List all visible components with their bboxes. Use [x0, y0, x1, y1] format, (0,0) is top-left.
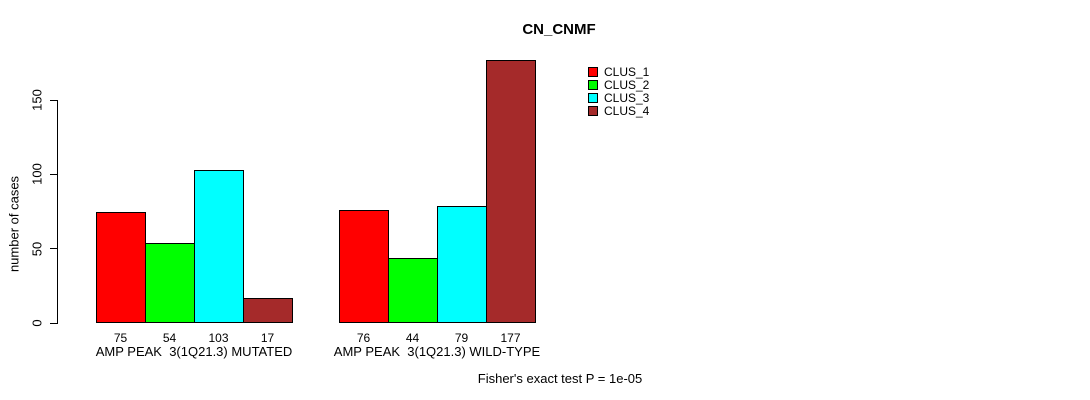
- bar-clus-2-group-0: [145, 242, 195, 323]
- y-axis-tick: [50, 99, 57, 101]
- bar-value-label: 177: [500, 331, 521, 345]
- x-category-label-1: AMP PEAK 3(1Q21.3) WILD-TYPE: [333, 344, 541, 359]
- legend-item: CLUS_4: [588, 105, 668, 118]
- fisher-test-note: Fisher's exact test P = 1e-05: [477, 371, 643, 386]
- y-axis-tick-label: 50: [29, 241, 45, 256]
- y-axis-tick-label: 100: [29, 163, 45, 186]
- chart-title: CN_CNMF: [522, 21, 596, 38]
- bar-value-label: 79: [454, 331, 469, 345]
- legend-swatch-clus-2: [588, 80, 598, 90]
- legend-item: CLUS_2: [588, 79, 668, 92]
- y-axis-tick: [50, 173, 57, 175]
- legend-swatch-clus-4: [588, 106, 598, 116]
- bar-clus-1-group-0: [96, 211, 146, 323]
- legend-swatch-clus-1: [588, 67, 598, 77]
- bar-value-label: 75: [113, 331, 128, 345]
- legend-label: CLUS_2: [604, 78, 650, 92]
- y-axis-tick-label: 150: [29, 89, 45, 111]
- legend-label: CLUS_3: [604, 91, 650, 105]
- bar-clus-2-group-1: [388, 257, 438, 323]
- bar-clus-4-group-1: [486, 59, 536, 323]
- y-axis-tick: [50, 248, 57, 250]
- y-axis-tick-label: 0: [29, 319, 45, 327]
- legend-swatch-clus-3: [588, 93, 598, 103]
- legend-item: CLUS_3: [588, 92, 668, 105]
- bar-value-label: 17: [260, 331, 275, 345]
- bar-clus-3-group-0: [194, 169, 244, 323]
- bar-value-label: 103: [208, 331, 229, 345]
- x-category-label-0: AMP PEAK 3(1Q21.3) MUTATED: [95, 344, 293, 359]
- bar-clus-4-group-0: [243, 297, 293, 323]
- bar-value-label: 54: [162, 331, 177, 345]
- y-axis-line: [57, 99, 58, 324]
- legend-label: CLUS_1: [604, 65, 650, 79]
- bar-clus-3-group-1: [437, 205, 487, 323]
- bar-value-label: 76: [356, 331, 371, 345]
- legend-item: CLUS_1: [588, 66, 668, 79]
- bar-value-label: 44: [405, 331, 420, 345]
- legend-label: CLUS_4: [604, 104, 650, 118]
- y-axis-tick: [50, 322, 57, 324]
- y-axis-label: number of cases: [6, 175, 22, 273]
- bar-clus-1-group-1: [339, 210, 389, 323]
